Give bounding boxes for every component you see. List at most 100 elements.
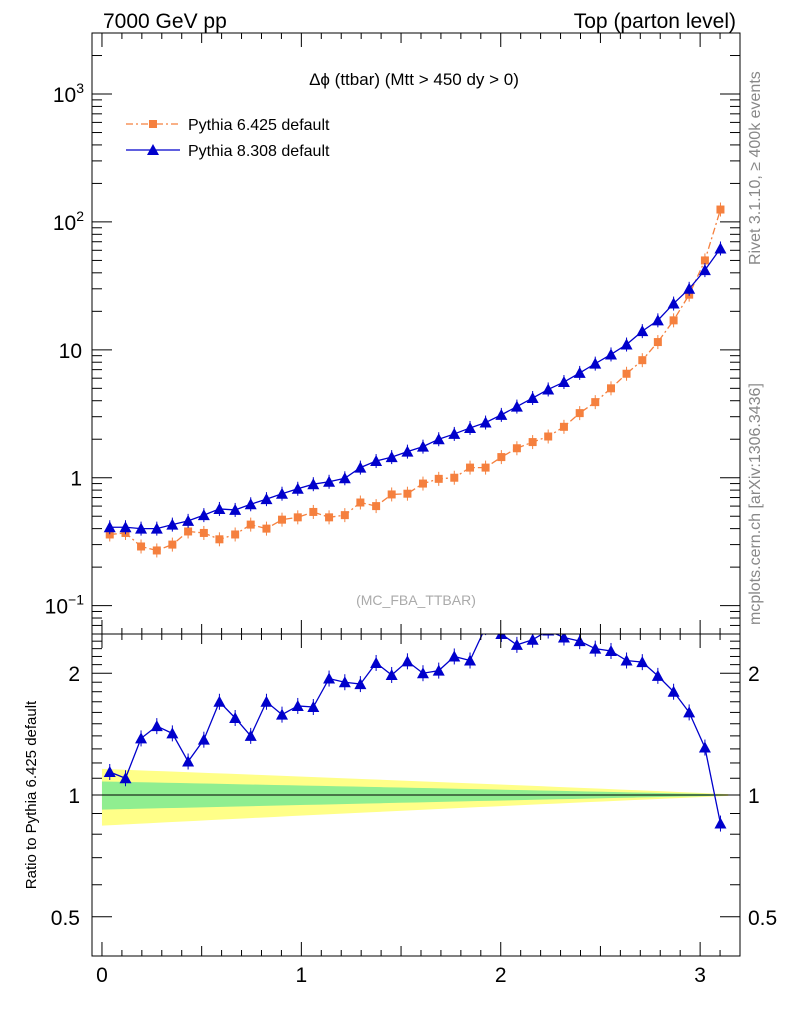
data-point-1 [683,282,696,294]
data-point-1 [604,348,617,360]
main-series [103,202,727,558]
data-point-0 [638,356,647,365]
ratio-point [182,755,195,767]
data-point-0 [606,384,615,393]
legend-entry-pythia6: Pythia 6.425 default [126,117,330,134]
ratio-point [401,655,414,667]
ratio-point [166,727,179,739]
data-point-1 [135,522,148,534]
ratio-point [495,634,508,639]
ratio-point [260,695,273,707]
main-y-tick-label: 10 [59,340,82,363]
data-point-1 [260,493,273,505]
legend-marker-pythia8 [147,144,159,155]
x-tick-label: 2 [495,964,507,987]
data-point-1 [229,503,242,515]
data-point-1 [103,521,116,533]
legend-marker-pythia6 [149,120,157,128]
data-point-1 [573,366,586,378]
data-point-0 [262,524,271,533]
data-point-1 [354,461,367,473]
data-point-0 [356,498,365,507]
ratio-line [109,634,722,824]
data-point-0 [418,479,427,488]
data-point-0 [716,205,725,214]
data-point-1 [620,338,633,350]
data-point-0 [544,432,553,441]
legend-label-pythia6: Pythia 6.425 default [188,117,330,134]
data-point-0 [215,535,224,544]
data-point-0 [466,463,475,472]
x-tick-label: 0 [96,964,108,987]
ratio-point [276,708,289,720]
data-point-0 [559,422,568,431]
ratio-y-tick-label-right: 0.5 [748,907,777,930]
x-tick-labels: 0 1 2 3 [96,964,706,987]
header-right: Top (parton level) [574,10,736,33]
data-point-1 [464,421,477,433]
data-point-0 [434,474,443,483]
ratio-point [150,720,163,732]
ratio-point [197,733,210,745]
ratio-point [714,817,727,829]
data-point-0 [278,515,287,524]
mcplots-label: mcplots.cern.ch [arXiv:1306.3436] [747,383,764,625]
data-point-1 [432,433,445,445]
ratio-point [464,654,477,666]
ratio-point [683,706,696,718]
data-point-1 [182,514,195,526]
data-point-1 [291,482,304,494]
data-point-1 [323,475,336,487]
ratio-band-inner [101,781,729,810]
ratio-point [135,732,148,744]
ratio-point [557,634,570,643]
data-point-1 [338,472,351,484]
ratio-point [338,676,351,688]
data-point-1 [276,487,289,499]
main-y-tick-label: 10−1 [45,592,85,619]
main-panel: 10−1 1 10 102 103 Δϕ (ttbar) (Mtt > 450 dy >… [45,32,741,635]
ratio-point [636,656,649,668]
ratio-series [103,621,727,832]
data-point-1 [479,416,492,428]
ratio-y-tick-label: 0.5 [51,907,80,930]
data-point-1 [698,264,711,276]
ratio-point [307,701,320,713]
data-point-1 [244,498,257,510]
data-point-0 [528,438,537,447]
ratio-point [573,635,586,647]
ratio-point [667,685,680,697]
data-point-1 [385,451,398,463]
legend-label-pythia8: Pythia 8.308 default [188,143,330,160]
legend-entry-pythia8: Pythia 8.308 default [126,143,330,160]
main-ticks [92,32,740,635]
data-point-0 [372,502,381,511]
ratio-panel: 0.5 0.5 1 1 2 2 0 1 2 3 Ratio to Pythia 6.425 de… [23,621,777,987]
ratio-point [432,664,445,676]
x-tick-label: 1 [296,964,308,987]
data-point-1 [636,325,649,337]
ratio-point [103,765,116,777]
data-point-1 [370,455,383,467]
data-point-1 [589,357,602,369]
data-point-1 [557,376,570,388]
data-point-0 [340,511,349,520]
data-point-0 [700,256,709,265]
ratio-point [589,642,602,654]
ratio-point [604,644,617,656]
data-point-1 [510,400,523,412]
data-point-0 [575,409,584,418]
ratio-point [213,695,226,707]
legend: Pythia 6.425 default Pythia 8.308 defaul… [126,117,330,160]
ratio-point [229,711,242,723]
data-point-0 [309,507,318,516]
data-point-0 [105,530,114,539]
ratio-point [119,772,132,784]
data-point-1 [416,440,429,452]
data-point-0 [246,520,255,529]
data-point-0 [325,513,334,522]
data-point-0 [137,542,146,551]
ratio-point [480,621,492,632]
ratio-ticks [92,634,740,956]
